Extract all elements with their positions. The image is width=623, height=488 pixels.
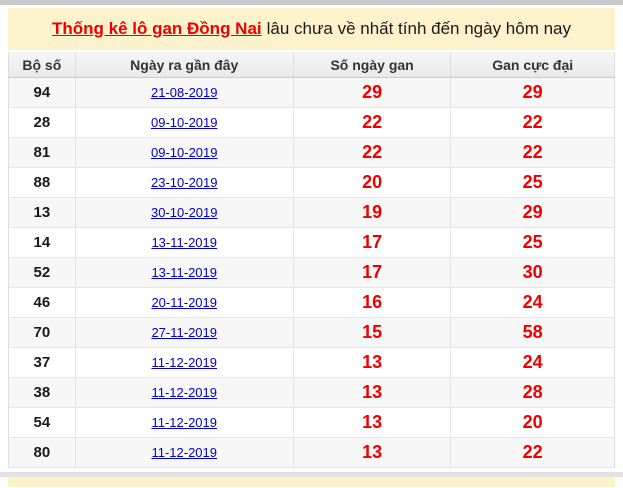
date-link[interactable]: 11-12-2019 (151, 444, 217, 460)
date-link[interactable]: 11-12-2019 (151, 354, 217, 370)
cell-gan-days: 13 (293, 437, 452, 468)
date-link[interactable]: 30-10-2019 (150, 204, 218, 220)
cell-gan-days: 13 (293, 347, 452, 378)
cell-number: 54 (8, 407, 76, 438)
title-link[interactable]: Thống kê lô gan Đồng Nai (51, 19, 262, 38)
cell-max-gan: 58 (450, 317, 615, 348)
cell-last-date: 13-11-2019 (75, 257, 294, 288)
date-link[interactable]: 21-08-2019 (150, 84, 218, 100)
cell-gan-days: 20 (293, 167, 452, 198)
cell-last-date: 13-11-2019 (75, 227, 294, 258)
table-row: 46 20-11-2019 16 24 (8, 287, 615, 318)
column-header-number: Bộ số (8, 52, 76, 78)
cell-max-gan: 22 (450, 437, 615, 468)
cell-number: 80 (8, 437, 76, 468)
cell-number: 13 (8, 197, 76, 228)
cell-last-date: 09-10-2019 (75, 137, 294, 168)
cell-max-gan: 20 (450, 407, 615, 438)
cell-last-date: 09-10-2019 (75, 107, 294, 138)
cell-max-gan: 28 (450, 377, 615, 408)
cell-max-gan: 22 (450, 107, 615, 138)
table-row: 70 27-11-2019 15 58 (8, 317, 615, 348)
column-header-max-gan: Gan cực đại (450, 52, 615, 78)
cell-max-gan: 24 (450, 287, 615, 318)
date-link[interactable]: 13-11-2019 (151, 234, 217, 250)
date-link[interactable]: 11-12-2019 (151, 384, 217, 400)
date-link[interactable]: 27-11-2019 (151, 324, 217, 340)
table-row: 13 30-10-2019 19 29 (8, 197, 615, 228)
cell-max-gan: 24 (450, 347, 615, 378)
section-title-bar: Thống kê lô gan Đồng Nai lâu chưa về nhấ… (8, 8, 615, 50)
cell-last-date: 30-10-2019 (75, 197, 294, 228)
cell-number: 88 (8, 167, 76, 198)
cell-gan-days: 17 (293, 227, 452, 258)
cell-number: 52 (8, 257, 76, 288)
cell-number: 94 (8, 77, 76, 108)
cell-max-gan: 30 (450, 257, 615, 288)
cell-number: 38 (8, 377, 76, 408)
cell-last-date: 21-08-2019 (75, 77, 294, 108)
cell-max-gan: 29 (450, 77, 615, 108)
cell-gan-days: 15 (293, 317, 452, 348)
cell-last-date: 11-12-2019 (75, 377, 294, 408)
cell-gan-days: 19 (293, 197, 452, 228)
cell-number: 28 (8, 107, 76, 138)
cell-last-date: 11-12-2019 (75, 437, 294, 468)
table-row: 38 11-12-2019 13 28 (8, 377, 615, 408)
table-row: 14 13-11-2019 17 25 (8, 227, 615, 258)
cell-last-date: 20-11-2019 (75, 287, 294, 318)
cell-max-gan: 29 (450, 197, 615, 228)
cell-gan-days: 22 (293, 107, 452, 138)
cell-max-gan: 25 (450, 227, 615, 258)
section-gap (0, 468, 623, 472)
date-link[interactable]: 23-10-2019 (150, 174, 218, 190)
table-row: 88 23-10-2019 20 25 (8, 167, 615, 198)
date-link[interactable]: 09-10-2019 (150, 144, 218, 160)
bottom-divider-strip (0, 472, 623, 477)
cell-gan-days: 29 (293, 77, 452, 108)
cell-last-date: 11-12-2019 (75, 407, 294, 438)
lo-gan-table: Bộ số Ngày ra gần đây Số ngày gan Gan cự… (8, 52, 615, 468)
column-header-last-date: Ngày ra gần đây (75, 52, 294, 78)
lo-gan-section: Thống kê lô gan Đồng Nai lâu chưa về nhấ… (8, 8, 615, 468)
table-row: 28 09-10-2019 22 22 (8, 107, 615, 138)
cell-number: 81 (8, 137, 76, 168)
cell-gan-days: 13 (293, 377, 452, 408)
date-link[interactable]: 11-12-2019 (151, 414, 217, 430)
cell-number: 70 (8, 317, 76, 348)
cell-gan-days: 13 (293, 407, 452, 438)
table-row: 54 11-12-2019 13 20 (8, 407, 615, 438)
cell-last-date: 27-11-2019 (75, 317, 294, 348)
cell-gan-days: 17 (293, 257, 452, 288)
cell-last-date: 23-10-2019 (75, 167, 294, 198)
table-row: 37 11-12-2019 13 24 (8, 347, 615, 378)
table-row: 52 13-11-2019 17 30 (8, 257, 615, 288)
cell-number: 37 (8, 347, 76, 378)
date-link[interactable]: 09-10-2019 (150, 114, 218, 130)
table-row: 81 09-10-2019 22 22 (8, 137, 615, 168)
cell-number: 46 (8, 287, 76, 318)
cell-max-gan: 22 (450, 137, 615, 168)
cell-number: 14 (8, 227, 76, 258)
cell-last-date: 11-12-2019 (75, 347, 294, 378)
cell-gan-days: 22 (293, 137, 452, 168)
cell-gan-days: 16 (293, 287, 452, 318)
date-link[interactable]: 13-11-2019 (151, 264, 217, 280)
title-suffix: lâu chưa về nhất tính đến ngày hôm nay (266, 19, 572, 38)
date-link[interactable]: 20-11-2019 (151, 294, 217, 310)
top-divider-strip (0, 0, 623, 5)
cell-max-gan: 25 (450, 167, 615, 198)
table-row: 94 21-08-2019 29 29 (8, 77, 615, 108)
table-body: 94 21-08-2019 29 29 28 09-10-2019 22 22 … (8, 77, 615, 468)
column-header-gan-days: Số ngày gan (293, 52, 452, 78)
table-header-row: Bộ số Ngày ra gần đây Số ngày gan Gan cự… (8, 52, 615, 78)
next-section-band (8, 477, 615, 487)
table-row: 80 11-12-2019 13 22 (8, 437, 615, 468)
